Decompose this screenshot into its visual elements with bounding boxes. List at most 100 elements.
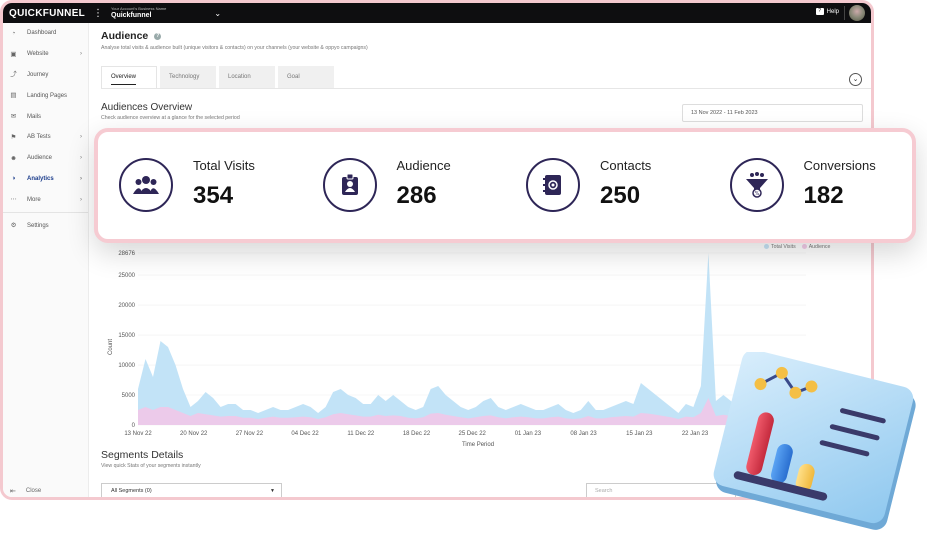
kpi-label: Conversions xyxy=(803,158,876,173)
kpi-value: 286 xyxy=(396,182,437,209)
tab-location[interactable]: Location xyxy=(219,66,275,88)
y-tick-label: 10000 xyxy=(118,363,135,369)
segments-subtitle: View quick Stats of your segments instan… xyxy=(101,463,201,469)
page-title-text: Audience xyxy=(101,30,149,42)
page-subtitle: Analyse total visits & audience built (u… xyxy=(101,45,368,51)
ab-tests-icon: ⚑ xyxy=(10,133,17,141)
tab-bar: Overview Technology Location Goal xyxy=(101,66,334,88)
sidebar-item-label: Journey xyxy=(27,71,49,78)
journey-icon: ⤴ xyxy=(10,71,17,79)
help-button[interactable]: ? Help xyxy=(815,8,839,15)
top-bar: QUICKFUNNEL ⋮ Your Account's Business Na… xyxy=(3,3,871,23)
series-area-audience[interactable] xyxy=(138,398,806,425)
brand-logo[interactable]: QUICKFUNNEL xyxy=(9,7,86,19)
help-icon: ? xyxy=(815,8,824,15)
x-tick-label: 25 Dec 22 xyxy=(459,431,487,437)
segments-select-value: All Segments (0) xyxy=(111,488,152,494)
account-switcher[interactable]: Your Account's Business Name Quickfunnel xyxy=(111,6,167,20)
x-axis-title: Time Period xyxy=(462,442,494,448)
kpi-value: 182 xyxy=(803,182,844,209)
x-tick-label: 15 Jan 23 xyxy=(626,431,653,437)
legend-total-visits[interactable]: Total Visits xyxy=(764,244,796,250)
sidebar-item-label: Analytics xyxy=(27,175,54,182)
tab-divider xyxy=(101,88,871,89)
id-badge-icon xyxy=(322,158,377,212)
sidebar-item-ab-tests[interactable]: ⚑ AB Tests › xyxy=(3,127,88,148)
sidebar-item-dashboard[interactable]: ◔ Dashboard xyxy=(3,23,88,44)
kpi-label: Audience xyxy=(396,158,451,173)
kpi-conversions: % Conversions 182 xyxy=(709,132,913,239)
mail-icon: ✉ xyxy=(10,113,17,121)
kpi-value: 354 xyxy=(193,182,234,209)
date-range-picker[interactable]: 13 Nov 2022 - 11 Feb 2023 xyxy=(682,104,863,122)
decorative-3d-chart-illustration xyxy=(713,352,916,530)
account-name: Quickfunnel xyxy=(111,12,152,19)
legend-total-visits-label: Total Visits xyxy=(771,244,796,250)
sidebar-item-label: Settings xyxy=(27,222,49,229)
chevron-right-icon: › xyxy=(80,155,82,162)
y-axis-title: Count xyxy=(108,339,114,355)
chevron-down-icon[interactable]: ⌄ xyxy=(214,8,222,18)
close-sidebar-icon: ⇤ xyxy=(10,488,16,495)
info-icon[interactable]: ? xyxy=(154,32,162,40)
sidebar-item-label: Dashboard xyxy=(27,30,57,37)
sidebar-item-landing-pages[interactable]: ▤ Landing Pages xyxy=(3,85,88,106)
chevron-right-icon: › xyxy=(80,134,82,141)
divider xyxy=(844,6,845,20)
kpi-total-visits: Total Visits 354 xyxy=(98,132,302,239)
sidebar-item-analytics[interactable]: ◑ Analytics › xyxy=(3,169,88,190)
sidebar-close-button[interactable]: ⇤ Close xyxy=(10,487,41,495)
sidebar-item-audience[interactable]: ☻ Audience › xyxy=(3,148,88,169)
kpi-contacts: Contacts 250 xyxy=(505,132,709,239)
kpi-label: Contacts xyxy=(600,158,652,173)
x-tick-label: 13 Nov 22 xyxy=(124,431,152,437)
kebab-menu-icon[interactable]: ⋮ xyxy=(93,7,103,19)
page-title: Audience ? xyxy=(101,30,162,42)
tab-overview[interactable]: Overview xyxy=(101,66,157,88)
sidebar-item-label: AB Tests xyxy=(27,134,51,141)
y-tick-label: 25000 xyxy=(118,273,135,279)
sidebar-item-label: More xyxy=(27,196,41,203)
sidebar-item-journey[interactable]: ⤴ Journey xyxy=(3,65,88,86)
sidebar-item-more[interactable]: ⋯ More › xyxy=(3,189,88,210)
analytics-icon: ◑ xyxy=(11,175,16,183)
funnel-icon: % xyxy=(729,158,784,212)
tab-technology[interactable]: Technology xyxy=(160,66,216,88)
sidebar-item-label: Mails xyxy=(27,113,42,120)
y-tick-label: 28676 xyxy=(118,251,135,257)
chevron-right-icon: › xyxy=(80,51,82,58)
x-tick-label: 20 Nov 22 xyxy=(180,431,208,437)
overview-subtitle: Check audience overview at a glance for … xyxy=(101,115,240,121)
x-tick-label: 18 Dec 22 xyxy=(403,431,431,437)
segments-select[interactable]: All Segments (0) ▼ xyxy=(101,483,282,497)
chevron-right-icon: › xyxy=(80,196,82,203)
kpi-label: Total Visits xyxy=(193,158,255,173)
tab-overview-label: Overview xyxy=(111,74,137,85)
visitors-group-icon xyxy=(119,158,173,212)
y-tick-label: 20000 xyxy=(118,303,135,309)
y-tick-label: 5000 xyxy=(122,393,136,399)
account-label: Your Account's Business Name xyxy=(111,6,167,11)
audience-icon: ☻ xyxy=(10,154,17,162)
sidebar-item-website[interactable]: ▣ Website › xyxy=(3,44,88,65)
y-tick-label: 0 xyxy=(132,423,136,429)
legend-audience[interactable]: Audience xyxy=(801,244,830,250)
avatar[interactable] xyxy=(849,5,865,21)
tab-goal[interactable]: Goal xyxy=(278,66,334,88)
contact-book-icon xyxy=(526,158,580,212)
sidebar-item-mails[interactable]: ✉ Mails xyxy=(3,106,88,127)
legend-audience-swatch xyxy=(801,244,807,249)
sidebar-item-settings[interactable]: ⚙ Settings xyxy=(3,215,88,236)
chevron-down-icon[interactable]: ⌄ xyxy=(849,73,862,86)
sidebar-nav: ◔ Dashboard ▣ Website › ⤴ Journey ▤ Landing Page… xyxy=(3,23,88,236)
x-tick-label: 04 Dec 22 xyxy=(291,431,319,437)
landing-pages-icon: ▤ xyxy=(10,92,17,100)
sidebar-item-label: Landing Pages xyxy=(27,92,68,99)
y-tick-label: 15000 xyxy=(118,333,135,339)
x-tick-label: 11 Dec 22 xyxy=(347,431,375,437)
kpi-summary-card: Total Visits 354 Audience 286 Contacts 2… xyxy=(94,128,916,243)
caret-down-icon: ▼ xyxy=(270,488,275,494)
overview-title: Audiences Overview xyxy=(101,102,193,113)
website-icon: ▣ xyxy=(10,50,17,58)
dashboard-icon: ◔ xyxy=(11,29,16,37)
